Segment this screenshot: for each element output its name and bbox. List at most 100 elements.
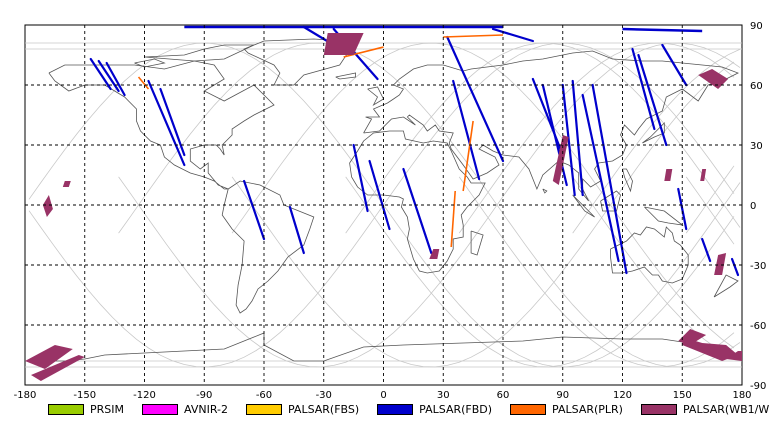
coastline	[349, 130, 486, 274]
tick-labels: -180 -150 -120 -90 -60 -30 0 30 60 90 120 150 180 90 6…	[14, 21, 767, 401]
legend-label: PRSIM	[90, 402, 124, 416]
fbd-strip	[352, 143, 369, 213]
coastlines	[25, 38, 743, 362]
legend-item: AVNIR-2	[142, 403, 228, 416]
legend-label: AVNIR-2	[184, 402, 228, 416]
legend-label: PALSAR(FBD)	[419, 402, 493, 416]
legend-item: PALSAR(FBD)	[377, 403, 492, 416]
fbd-strip	[105, 61, 126, 97]
coastline	[610, 226, 689, 284]
coastline	[644, 206, 684, 226]
coastline	[713, 274, 739, 298]
legend-item: PALSAR(FBS)	[245, 402, 360, 416]
legend: PRSIM AVNIR-2 PALSAR(FBS) PALSAR(FBD) PALSAR…	[48, 401, 770, 417]
plr-strip	[343, 46, 384, 58]
fbd-strip	[637, 53, 668, 147]
fbd-strip	[677, 187, 688, 231]
wb-strip	[664, 169, 673, 181]
wb-strip	[25, 345, 73, 369]
legend-swatch	[48, 403, 84, 415]
fbd-strip	[288, 205, 305, 255]
wb-strip	[726, 351, 742, 361]
lat-tick-label: 60	[750, 81, 763, 92]
fbd-strip	[541, 83, 568, 187]
orbit-track	[118, 42, 741, 368]
legend-swatch	[245, 403, 282, 415]
lon-tick-label: 60	[497, 390, 510, 401]
fbd-strip	[491, 27, 534, 43]
wb-strip	[323, 33, 364, 55]
fbd-strip	[97, 59, 120, 93]
coastline	[470, 230, 484, 256]
legend-item: PALSAR(WB1/WB2)	[640, 403, 770, 416]
orbit-track	[231, 61, 735, 368]
lon-tick-label: -90	[196, 390, 212, 401]
wb-strip	[682, 337, 738, 361]
lat-tick-label: 90	[750, 21, 763, 32]
coastline	[542, 188, 548, 194]
lon-tick-label: -120	[133, 390, 156, 401]
legend-item: PALSAR(PLR)	[510, 403, 623, 416]
lat-tick-label: 30	[750, 141, 763, 152]
lon-tick-label: 30	[437, 390, 450, 401]
fbd-strip	[631, 47, 656, 131]
coverage-strips	[25, 25, 742, 381]
legend-label: PALSAR(PLR)	[552, 402, 623, 416]
lon-tick-label: -60	[256, 390, 272, 401]
coastline	[25, 332, 743, 362]
lat-tick-label: -30	[750, 261, 766, 272]
coastline	[243, 38, 349, 86]
orbit-track	[118, 42, 741, 368]
legend-swatch	[142, 403, 178, 415]
orbit-track	[572, 48, 741, 234]
fbd-strip	[561, 83, 576, 197]
legend-swatch	[640, 403, 677, 415]
orbit-track	[685, 176, 735, 245]
coastline	[221, 180, 315, 314]
legend-swatch	[510, 403, 547, 415]
legend-swatch	[377, 403, 414, 415]
fbd-strip	[701, 237, 712, 263]
coastline	[48, 60, 275, 190]
coastline	[134, 58, 166, 68]
fbd-strip	[446, 35, 505, 163]
fbd-strip	[581, 93, 620, 263]
legend-label: PALSAR(FBS)	[287, 402, 360, 416]
lat-tick-label: -90	[750, 381, 766, 392]
fbd-strip	[661, 43, 688, 87]
lon-tick-label: -150	[73, 390, 96, 401]
fbd-strip	[368, 159, 391, 231]
orbit-track	[231, 42, 735, 349]
legend-item: PRSIM	[48, 403, 124, 416]
fbd-strip	[159, 87, 186, 157]
coastline	[572, 194, 595, 218]
lon-tick-label: 0	[380, 390, 386, 401]
coastline	[622, 168, 633, 193]
coastline	[642, 122, 665, 144]
lon-tick-label: 180	[732, 390, 751, 401]
wb-strip	[31, 355, 85, 381]
wb-strip	[429, 249, 440, 259]
wb-strip	[552, 135, 569, 185]
coastline	[144, 44, 255, 62]
orbit-track	[685, 165, 735, 234]
fbd-strip	[591, 83, 628, 275]
plr-strip	[137, 76, 150, 90]
lon-tick-label: 120	[613, 390, 632, 401]
wb-strip	[42, 195, 53, 217]
fbd-strip	[622, 27, 703, 33]
fbd-strip	[242, 179, 266, 241]
wb-strip	[700, 169, 707, 181]
fbd-strip	[402, 167, 433, 255]
lon-tick-label: 150	[673, 390, 692, 401]
wb-strip	[62, 181, 71, 187]
lat-tick-label: -60	[750, 321, 766, 332]
wb-strip	[714, 253, 727, 275]
fbd-strip	[89, 57, 112, 91]
coastline	[600, 190, 621, 212]
fbd-strip	[452, 79, 481, 181]
coastline	[363, 50, 739, 202]
lon-tick-label: -180	[14, 390, 37, 401]
orbit-track	[28, 42, 735, 368]
